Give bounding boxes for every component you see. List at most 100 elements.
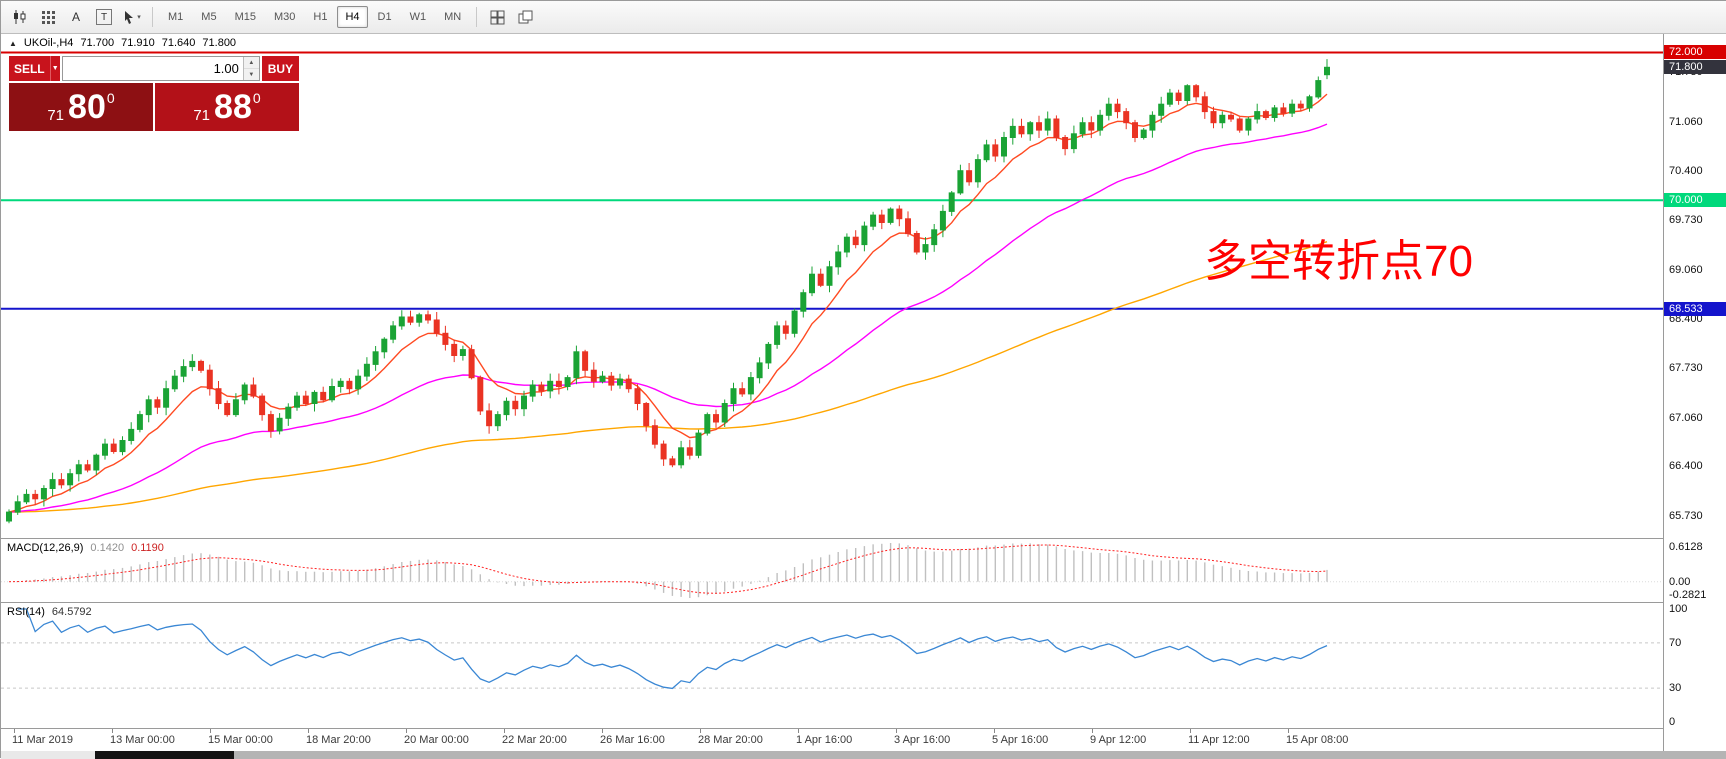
macd-panel[interactable]: MACD(12,26,9) 0.1420 0.1190	[1, 539, 1663, 602]
sell-price-integer: 71	[47, 107, 65, 124]
rsi-label-row: RSI(14) 64.5792	[7, 606, 92, 618]
time-tick	[308, 729, 309, 733]
tile-windows-icon[interactable]	[484, 4, 510, 30]
timeframe-m30[interactable]: M30	[273, 11, 296, 23]
time-tick	[112, 729, 113, 733]
rsi-line	[17, 608, 1328, 690]
toolbar-separator	[152, 7, 153, 27]
main-chart[interactable]: ▲ UKOil-,H4 71.700 71.910 71.640 71.800 …	[1, 34, 1663, 538]
time-tick-label: 13 Mar 00:00	[110, 734, 175, 746]
axis-tick-label: 65.730	[1669, 509, 1703, 522]
price-level-badge: 71.800	[1664, 60, 1726, 75]
timeframe-mn[interactable]: MN	[444, 11, 462, 23]
collapse-panel-icon[interactable]: ▲	[9, 38, 17, 48]
timeframe-h1[interactable]: H1	[313, 11, 328, 23]
time-tick	[994, 729, 995, 733]
time-tick-label: 22 Mar 20:00	[502, 734, 567, 746]
rsi-svg[interactable]	[1, 603, 1663, 728]
bar-high-value: 71.910	[121, 37, 155, 49]
axis-tick-label: -0.2821	[1669, 589, 1707, 601]
axis-tick-label: 66.400	[1669, 460, 1703, 473]
axis-tick-label: 70	[1669, 636, 1682, 649]
time-tick	[896, 729, 897, 733]
stepper-up-icon[interactable]: ▲	[243, 57, 259, 69]
time-axis[interactable]: 11 Mar 2019 13 Mar 00:00 15 Mar 00:00 18 Ma…	[1, 729, 1663, 751]
volume-input[interactable]	[62, 57, 243, 80]
time-tick	[1288, 729, 1289, 733]
time-tick-label: 3 Apr 16:00	[894, 734, 951, 746]
one-click-trade-panel: SELL ▼ ▲ ▼ BUY 71 80 0 71 88 0	[9, 56, 299, 131]
buy-price-decimals: 88	[214, 88, 252, 126]
text-box-icon[interactable]: T	[91, 4, 117, 30]
chart-annotation-text[interactable]: 多空转折点70	[1204, 237, 1473, 286]
sell-price-decimals: 80	[68, 88, 106, 126]
timeframe-h4[interactable]: H4	[337, 6, 368, 28]
macd-signal-line	[8, 544, 1328, 594]
time-tick	[14, 729, 15, 733]
time-tick-label: 26 Mar 16:00	[600, 734, 665, 746]
sell-button[interactable]: SELL	[9, 56, 50, 81]
time-tick	[1092, 729, 1093, 733]
time-tick	[798, 729, 799, 733]
timeframe-m15[interactable]: M15	[234, 11, 256, 23]
macd-label: MACD(12,26,9)	[7, 542, 84, 554]
volume-dropdown-icon[interactable]: ▼	[49, 56, 60, 81]
macd-main-value: 0.1420	[90, 542, 125, 554]
axis-tick-label: 100	[1669, 603, 1688, 615]
price-level-badge: 70.000	[1664, 193, 1726, 208]
cascade-windows-icon[interactable]	[512, 4, 538, 30]
grid-icon[interactable]	[35, 4, 61, 30]
buy-button[interactable]: BUY	[261, 56, 299, 81]
stepper-down-icon[interactable]: ▼	[243, 69, 259, 80]
rsi-label: RSI(14)	[7, 606, 45, 618]
boxed-t-glyph: T	[96, 9, 112, 25]
timeframe-m5[interactable]: M5	[201, 11, 217, 23]
rsi-panel[interactable]: RSI(14) 64.5792	[1, 603, 1663, 728]
time-tick	[406, 729, 407, 733]
time-tick-label: 20 Mar 00:00	[404, 734, 469, 746]
candlestick-chart-icon[interactable]	[7, 4, 33, 30]
time-tick-label: 1 Apr 16:00	[796, 734, 853, 746]
axis-tick-label: 0	[1669, 716, 1676, 728]
main-chart-svg[interactable]	[1, 34, 1663, 538]
bottom-bar	[234, 751, 1726, 759]
sell-price-pip: 0	[106, 90, 115, 106]
cursor-tool-icon[interactable]: ▾	[119, 4, 145, 30]
price-level-badge: 68.533	[1664, 301, 1726, 316]
sell-price-box[interactable]: 71 80 0	[9, 83, 153, 131]
time-tick-label: 11 Apr 12:00	[1188, 734, 1250, 746]
panel-separator[interactable]	[1, 602, 1726, 603]
volume-stepper: ▲ ▼	[242, 57, 259, 80]
panel-separator	[1, 728, 1726, 729]
timeframe-w1[interactable]: W1	[409, 11, 427, 23]
time-tick-label: 9 Apr 12:00	[1090, 734, 1147, 746]
time-tick-label: 11 Mar 2019	[12, 734, 73, 746]
buy-price-pip: 0	[252, 90, 261, 106]
axis-tick-label: 67.730	[1669, 362, 1703, 375]
axis-tick-label: 70.400	[1669, 164, 1703, 177]
time-tick-label: 28 Mar 20:00	[698, 734, 763, 746]
buy-price-integer: 71	[193, 107, 211, 124]
axis-tick-label: 69.060	[1669, 263, 1703, 276]
text-label-icon[interactable]: A	[71, 10, 80, 24]
bar-open-value: 71.700	[80, 37, 115, 49]
macd-signal-value: 0.1190	[131, 542, 164, 554]
candles	[6, 59, 1330, 524]
toolbar-separator	[476, 7, 478, 27]
time-tick	[602, 729, 603, 733]
time-tick	[504, 729, 505, 733]
volume-field: ▲ ▼	[61, 56, 260, 81]
macd-svg[interactable]	[1, 539, 1663, 602]
symbol-label: UKOil-,H4	[23, 37, 74, 49]
panel-separator[interactable]	[1, 538, 1726, 539]
timeframe-m1[interactable]: M1	[168, 11, 184, 23]
buy-price-box[interactable]: 71 88 0	[155, 83, 299, 131]
time-tick-label: 15 Mar 00:00	[208, 734, 273, 746]
time-tick-label: 18 Mar 20:00	[306, 734, 371, 746]
chevron-down-icon: ▾	[137, 14, 141, 21]
axis-tick-label: 0.6128	[1669, 541, 1703, 553]
price-level-badge: 72.000	[1664, 45, 1726, 60]
price-axis[interactable]: 71.73071.06070.40069.73069.06068.40067.7…	[1663, 34, 1726, 751]
time-tick	[700, 729, 701, 733]
timeframe-d1[interactable]: D1	[377, 11, 392, 23]
